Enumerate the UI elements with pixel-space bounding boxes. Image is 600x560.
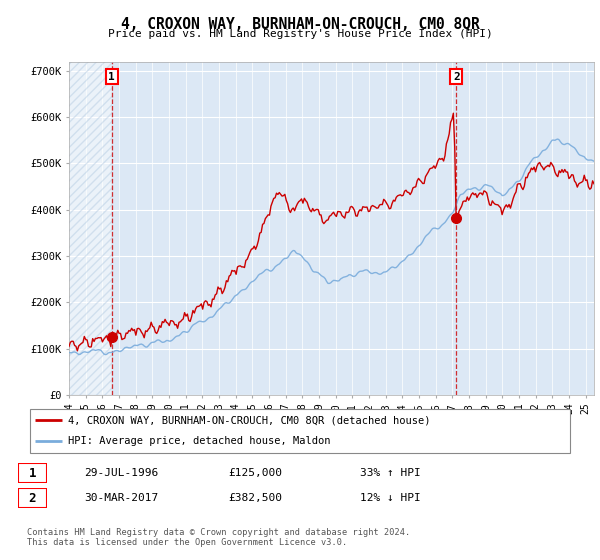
Text: 4, CROXON WAY, BURNHAM-ON-CROUCH, CM0 8QR (detached house): 4, CROXON WAY, BURNHAM-ON-CROUCH, CM0 8Q…	[68, 415, 430, 425]
FancyBboxPatch shape	[18, 463, 47, 483]
Text: HPI: Average price, detached house, Maldon: HPI: Average price, detached house, Mald…	[68, 436, 331, 446]
Text: 33% ↑ HPI: 33% ↑ HPI	[360, 468, 421, 478]
FancyBboxPatch shape	[18, 488, 47, 508]
Text: Price paid vs. HM Land Registry's House Price Index (HPI): Price paid vs. HM Land Registry's House …	[107, 29, 493, 39]
Text: 12% ↓ HPI: 12% ↓ HPI	[360, 493, 421, 503]
Text: 1: 1	[29, 466, 36, 480]
Text: £382,500: £382,500	[228, 493, 282, 503]
FancyBboxPatch shape	[30, 409, 570, 452]
Text: 29-JUL-1996: 29-JUL-1996	[84, 468, 158, 478]
Text: 2: 2	[453, 72, 460, 82]
Text: 4, CROXON WAY, BURNHAM-ON-CROUCH, CM0 8QR: 4, CROXON WAY, BURNHAM-ON-CROUCH, CM0 8Q…	[121, 17, 479, 32]
Text: £125,000: £125,000	[228, 468, 282, 478]
Text: Contains HM Land Registry data © Crown copyright and database right 2024.
This d: Contains HM Land Registry data © Crown c…	[27, 528, 410, 547]
Text: 2: 2	[29, 492, 36, 505]
Bar	[69, 62, 112, 395]
Text: 1: 1	[109, 72, 115, 82]
Text: 30-MAR-2017: 30-MAR-2017	[84, 493, 158, 503]
